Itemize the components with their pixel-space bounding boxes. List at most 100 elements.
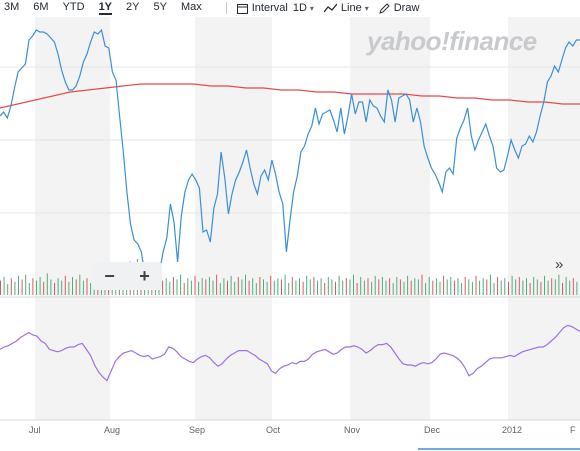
volume-bar [572, 278, 574, 295]
indicator-line [0, 324, 580, 382]
range-button-5y[interactable]: 5Y [153, 1, 167, 13]
volume-bar [547, 280, 549, 295]
range-button-1y[interactable]: 1Y [98, 1, 113, 15]
volume-bar [453, 280, 455, 295]
volume-bar [482, 278, 484, 295]
range-button-2y[interactable]: 2Y [126, 1, 140, 13]
volume-bar [526, 278, 527, 295]
volume-bar [252, 278, 254, 295]
volume-bar [515, 279, 517, 295]
volume-bar [201, 278, 203, 295]
volume-bar [270, 275, 272, 295]
volume-bar [565, 277, 567, 295]
volume-bar [522, 280, 524, 295]
volume-bar [562, 283, 563, 295]
volume-bar [25, 274, 27, 295]
volume-bar [64, 275, 66, 295]
x-tick-label: F [570, 425, 576, 435]
price-line [0, 28, 580, 285]
volume-bar [50, 279, 52, 295]
volume-bar [331, 279, 333, 295]
chart-type-dropdown[interactable]: Line ▾ [323, 2, 369, 14]
volume-bar [162, 280, 164, 295]
volume-bar [468, 279, 470, 295]
expand-chevrons-icon[interactable]: » [555, 256, 564, 273]
volume-bar [457, 278, 459, 295]
range-button-ytd[interactable]: YTD [62, 1, 85, 13]
volume-bar [176, 279, 178, 295]
volume-bar [425, 283, 427, 295]
moving-average-line [0, 83, 580, 109]
month-band-2 [350, 17, 430, 420]
volume-bar [46, 273, 48, 295]
volume-bar [68, 281, 70, 295]
zoom-out-button[interactable]: − [104, 265, 115, 286]
volume-bar [335, 281, 336, 295]
volume-bar [353, 274, 354, 295]
volume-bar [10, 278, 12, 295]
volume-bar [0, 280, 1, 295]
volume-bar [295, 280, 297, 295]
volume-bar [198, 281, 200, 295]
volume-bar [327, 277, 329, 295]
volume-bar [385, 280, 387, 295]
month-band-0 [35, 17, 110, 420]
volume-bar [273, 280, 275, 295]
x-tick-label: Oct [266, 425, 281, 435]
range-selector: 3M 6M YTD 1Y 2Y 5Y Max [0, 1, 216, 15]
volume-bar [414, 278, 416, 295]
volume-bar [356, 283, 358, 295]
range-button-max[interactable]: Max [180, 1, 202, 13]
volume-bar [317, 280, 318, 295]
volume-bar [21, 279, 23, 295]
volume-bar [529, 283, 531, 295]
volume-bar [223, 278, 225, 295]
volume-bar [172, 277, 174, 295]
volume-bar [439, 281, 441, 295]
volume-bar [320, 278, 322, 295]
volume-bar [302, 281, 304, 295]
x-tick-label: 2012 [502, 425, 523, 435]
volume-bar [471, 281, 473, 295]
volume-bar [205, 279, 207, 295]
volume-bar [540, 281, 542, 295]
zoom-controls: − + [92, 262, 162, 290]
volume-bar [392, 283, 394, 295]
volume-bar [533, 277, 535, 295]
volume-bar [399, 279, 401, 295]
volume-bar [500, 280, 502, 295]
range-button-3m[interactable]: 3M [4, 1, 20, 13]
volume-bar [263, 279, 264, 295]
chevron-down-icon: ▾ [364, 3, 369, 13]
interval-value: 1D [292, 2, 307, 14]
volume-bar [493, 283, 495, 295]
volume-bar [61, 280, 63, 295]
range-button-6m[interactable]: 6M [33, 1, 49, 13]
volume-bar [551, 278, 553, 295]
volume-bar [291, 277, 293, 295]
yahoo-finance-watermark: yahoo!finance [367, 26, 537, 56]
volume-bar [486, 279, 488, 295]
volume-bar [28, 283, 30, 295]
volume-bar [259, 277, 261, 295]
volume-bar [266, 281, 268, 295]
volume-bar [309, 279, 311, 295]
interval-dropdown[interactable]: Interval 1D ▾ [236, 2, 314, 14]
volume-bar [234, 281, 236, 295]
volume-bar [75, 279, 77, 295]
volume-bar [410, 280, 412, 295]
volume-bar [475, 275, 477, 295]
draw-button[interactable]: Draw [378, 2, 419, 14]
volume-bar [435, 278, 437, 295]
volume-bar [3, 277, 5, 295]
volume-bar [489, 274, 491, 295]
volume-bar [371, 281, 373, 295]
volume-bar [446, 279, 448, 295]
x-tick-label: Jul [29, 425, 41, 435]
volume-bar [479, 280, 481, 295]
volume-bar [504, 278, 506, 295]
volume-bar [86, 278, 88, 295]
zoom-in-button[interactable]: + [139, 265, 150, 286]
volume-bar [43, 281, 45, 295]
